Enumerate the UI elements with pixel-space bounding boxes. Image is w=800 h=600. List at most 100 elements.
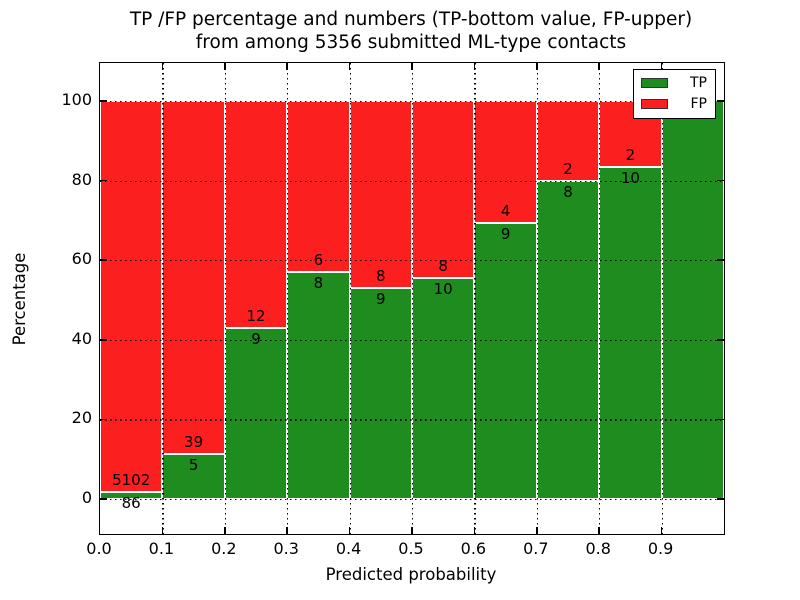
x-tick-mark [286, 63, 288, 70]
bar-segment-fp [287, 101, 350, 272]
gridline-v [349, 63, 351, 534]
bar-label-fp: 6 [313, 250, 324, 269]
bar-segment-fp [162, 101, 225, 454]
x-tick-mark [536, 63, 538, 70]
x-tick-mark [598, 527, 600, 534]
fp-color-swatch [641, 99, 668, 109]
x-tick-mark [224, 527, 226, 534]
gridline-v [599, 63, 601, 534]
x-tick-label: 0.7 [523, 539, 549, 558]
y-tick-label: 80 [71, 169, 92, 189]
bar-segment-tp [100, 492, 163, 499]
x-tick-mark [348, 63, 351, 70]
bar-label-tp: 86 [121, 494, 141, 513]
y-tick-mark [100, 339, 107, 341]
bar-label-fp: 4 [500, 202, 511, 221]
x-tick-mark [536, 527, 538, 534]
y-tick-mark [717, 418, 724, 421]
y-tick-mark [717, 259, 724, 261]
bar-label-tp: 8 [313, 273, 324, 292]
gridline-v [287, 63, 289, 534]
bar-segment-tp [412, 277, 475, 499]
bar-label-tp: 9 [500, 225, 511, 244]
y-tick-mark [717, 498, 724, 500]
x-tick-mark [161, 63, 164, 70]
bar-label-tp: 10 [620, 169, 640, 188]
bar-segment-tp [661, 101, 724, 499]
x-tick-label: 0.5 [398, 539, 424, 558]
x-tick-label: 0.6 [460, 539, 487, 558]
bar-label-fp: 12 [246, 307, 266, 326]
x-tick-label: 0.9 [647, 539, 674, 558]
bar-segment-fp [536, 101, 600, 181]
bar-segment-tp [474, 223, 537, 499]
x-tick-mark [660, 63, 663, 70]
gridline-v [661, 63, 663, 534]
chart-title-line2: from among 5356 submitted ML-type contac… [195, 32, 627, 53]
legend-row-tp: TP [641, 76, 707, 90]
y-tick-mark [100, 259, 107, 261]
x-tick-mark [660, 527, 663, 534]
bar-segment-fp [100, 101, 163, 493]
legend-label-fp: FP [690, 96, 708, 112]
y-axis-label: Percentage [10, 252, 29, 346]
bar-label-fp: 39 [184, 432, 204, 451]
y-tick-mark [100, 418, 107, 421]
gridline-v [412, 63, 414, 534]
bar-segment-fp [224, 101, 288, 329]
x-tick-label: 0.3 [273, 539, 299, 558]
bar-label-tp: 10 [433, 279, 453, 298]
bar-label-tp: 9 [376, 290, 386, 309]
bar-segment-fp [474, 101, 537, 224]
x-tick-label: 0.2 [211, 539, 237, 558]
y-tick-mark [717, 339, 724, 341]
x-tick-mark [473, 527, 476, 534]
y-tick-label: 40 [71, 328, 92, 348]
y-tick-label: 20 [71, 408, 92, 428]
x-tick-label: 0.8 [585, 539, 611, 558]
legend-row-fp: FP [641, 97, 707, 111]
x-tick-mark [473, 63, 476, 70]
bar-segment-tp [536, 180, 600, 499]
bar-label-tp: 9 [251, 330, 261, 349]
bar-segment-tp [349, 288, 412, 499]
y-tick-label: 60 [71, 249, 92, 269]
bar-segment-tp [287, 271, 350, 499]
y-tick-mark [100, 100, 107, 102]
gridline-v [536, 63, 539, 534]
gridline-v [162, 63, 164, 534]
y-tick-label: 0 [81, 488, 92, 507]
plot-area: 5102863951296889810492821019 TP FP [99, 62, 725, 535]
x-tick-mark [286, 527, 288, 534]
x-tick-mark [411, 63, 413, 70]
bar-label-fp: 8 [376, 267, 386, 286]
gridline-v [474, 63, 476, 534]
bar-label-fp: 2 [563, 159, 573, 178]
x-tick-label: 0.4 [335, 539, 362, 558]
bar-label-fp: 5102 [112, 471, 151, 490]
y-tick-mark [717, 100, 724, 102]
x-tick-label: 0.1 [148, 539, 175, 558]
y-tick-mark [100, 498, 107, 500]
chart-title: TP /FP percentage and numbers (TP-bottom… [99, 8, 723, 54]
x-axis-label: Predicted probability [325, 565, 497, 584]
bar-label-fp: 8 [438, 256, 448, 275]
bar-segment-tp [224, 328, 288, 499]
bar-label-tp: 5 [188, 455, 199, 474]
x-tick-mark [598, 63, 600, 70]
bar-label-tp: 8 [563, 182, 573, 201]
gridline-v [224, 63, 227, 534]
x-tick-mark [224, 63, 226, 70]
y-tick-label: 100 [61, 90, 92, 109]
legend: TP FP [633, 69, 716, 119]
y-tick-mark [100, 179, 107, 182]
y-tick-mark [717, 179, 724, 182]
x-tick-mark [411, 527, 413, 534]
chart-title-line1: TP /FP percentage and numbers (TP-bottom… [129, 9, 693, 30]
x-tick-label: 0.0 [86, 539, 112, 558]
bar-segment-tp [599, 167, 662, 499]
tp-color-swatch [641, 78, 668, 88]
x-tick-mark [348, 527, 351, 534]
legend-label-tp: TP [690, 75, 707, 91]
bar-label-fp: 2 [625, 146, 636, 165]
